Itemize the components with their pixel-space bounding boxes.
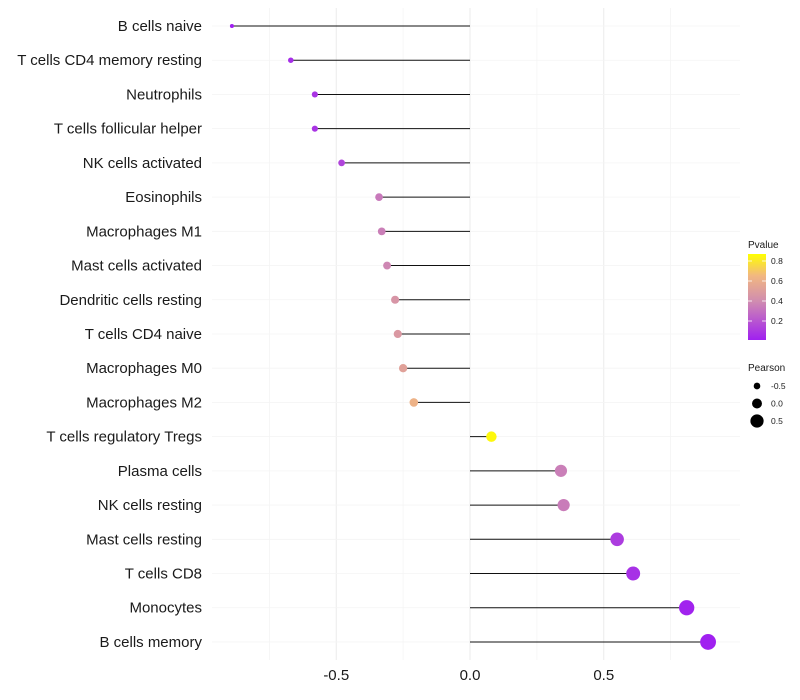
dot-17 bbox=[679, 600, 695, 616]
dot-4 bbox=[338, 159, 345, 167]
size-key-dot bbox=[753, 382, 761, 390]
dot-8 bbox=[391, 295, 400, 304]
y-tick-label: T cells CD4 naive bbox=[85, 326, 202, 343]
y-tick-label: Macrophages M0 bbox=[86, 360, 202, 377]
dot-1 bbox=[288, 57, 294, 63]
colorbar-tick-label: 0.2 bbox=[771, 316, 783, 326]
dot-2 bbox=[311, 91, 318, 98]
y-tick-label: T cells CD8 bbox=[125, 566, 202, 583]
y-axis-tick-labels: B cells naive T cells CD4 memory resting N… bbox=[17, 18, 202, 651]
pvalue-legend: Pvalue 0.2 0.4 0.6 0.8 bbox=[748, 240, 783, 340]
y-tick-label: B cells memory bbox=[99, 634, 202, 651]
size-key-dot bbox=[752, 398, 762, 409]
dot-18 bbox=[700, 634, 716, 650]
y-tick-label: Dendritic cells resting bbox=[59, 292, 202, 309]
colorbar-tick-label: 0.6 bbox=[771, 276, 783, 286]
y-tick-label: Mast cells resting bbox=[86, 531, 202, 548]
y-tick-label: NK cells activated bbox=[83, 155, 202, 172]
dot-5 bbox=[375, 193, 383, 201]
dot-6 bbox=[377, 227, 386, 236]
y-tick-label: Eosinophils bbox=[125, 189, 202, 206]
dot-16 bbox=[626, 566, 641, 581]
y-tick-label: B cells naive bbox=[118, 18, 202, 35]
y-tick-label: T cells CD4 memory resting bbox=[17, 52, 202, 69]
dot-11 bbox=[409, 398, 419, 407]
size-key-label: -0.5 bbox=[771, 381, 786, 391]
dot-15 bbox=[610, 532, 624, 547]
dot-10 bbox=[398, 364, 408, 373]
colorbar-tick-label: 0.8 bbox=[771, 256, 783, 266]
dot-9 bbox=[393, 329, 402, 339]
size-key-label: 0.0 bbox=[771, 399, 783, 409]
dot-14 bbox=[557, 498, 570, 512]
pearson-legend-title: Pearson bbox=[748, 363, 785, 374]
y-tick-label: Plasma cells bbox=[118, 463, 202, 480]
y-tick-label: T cells follicular helper bbox=[54, 121, 202, 138]
dot-7 bbox=[383, 261, 392, 270]
y-tick-label: T cells regulatory Tregs bbox=[46, 429, 202, 446]
pearson-legend: Pearson -0.5 0.0 0.5 bbox=[748, 363, 786, 428]
grid-lines bbox=[212, 8, 740, 660]
x-axis-tick-labels: -0.5 0.0 0.5 bbox=[323, 667, 614, 684]
x-tick-label: 0.5 bbox=[593, 667, 614, 684]
size-key-label: 0.5 bbox=[771, 416, 783, 426]
size-key-dot bbox=[750, 414, 764, 428]
pvalue-colorbar bbox=[748, 254, 766, 340]
dot-13 bbox=[554, 464, 568, 477]
y-tick-label: Neutrophils bbox=[126, 86, 202, 103]
dot-12 bbox=[486, 431, 497, 442]
pvalue-legend-title: Pvalue bbox=[748, 240, 779, 251]
dot-0 bbox=[229, 23, 234, 29]
x-tick-label: -0.5 bbox=[323, 667, 349, 684]
y-tick-label: Macrophages M1 bbox=[86, 223, 202, 240]
y-tick-label: Macrophages M2 bbox=[86, 394, 202, 411]
colorbar-tick-label: 0.4 bbox=[771, 296, 783, 306]
lollipop-dots bbox=[229, 23, 716, 650]
y-tick-label: NK cells resting bbox=[98, 497, 202, 514]
dot-3 bbox=[311, 125, 318, 132]
y-tick-label: Mast cells activated bbox=[71, 258, 202, 275]
y-tick-label: Monocytes bbox=[129, 600, 202, 617]
x-tick-label: 0.0 bbox=[460, 667, 481, 684]
